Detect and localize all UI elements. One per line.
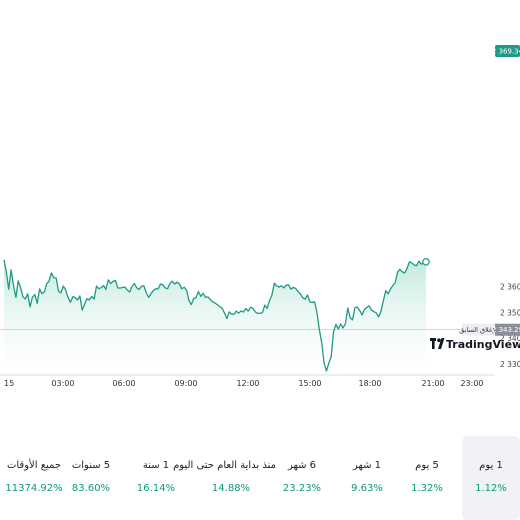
last-price-label: 2 369.34	[492, 48, 520, 56]
y-tick-label: 2 360.00	[500, 283, 520, 292]
tab-value: 14.88%	[211, 483, 251, 494]
tab-label: 5 يوم	[415, 460, 439, 471]
price-area	[4, 259, 426, 375]
x-tick-label: 15:00	[298, 379, 321, 388]
tab-label: 5 سنوات	[71, 460, 111, 471]
x-tick-label: 12:00	[236, 379, 259, 388]
tab-1y[interactable]: 1 سنة 16.14%	[127, 436, 185, 520]
prev-close-label: الإغلاق السابق	[459, 326, 498, 334]
tab-6m[interactable]: 6 شهر 23.23%	[273, 436, 331, 520]
y-tick-label: 2 350.00	[500, 308, 520, 317]
x-tick-label: 18:00	[358, 379, 381, 388]
tab-1m[interactable]: 1 شهر 9.63%	[338, 436, 396, 520]
tab-label: 1 سنة	[142, 460, 170, 471]
tab-value: 1.32%	[411, 483, 443, 494]
tab-label: منذ بداية العام حتى اليوم	[173, 460, 276, 471]
last-price-marker	[422, 257, 430, 266]
prev-close-value: 2 343.29	[492, 326, 520, 334]
tab-5y[interactable]: 5 سنوات 83.60%	[62, 436, 120, 520]
tab-value: 23.23%	[282, 483, 322, 494]
tab-value: 83.60%	[71, 483, 111, 494]
tab-value: 1.12%	[475, 483, 507, 494]
tradingview-wordmark: TradingView	[446, 338, 520, 351]
last-price-badge: 2 369.34	[492, 45, 520, 57]
y-axis: 2 330.00 2 340.00 2 350.00 2 360.00	[500, 283, 520, 369]
tradingview-logo: TradingView	[430, 338, 520, 351]
price-chart[interactable]: 2 330.00 2 340.00 2 350.00 2 360.00 15 03:00…	[0, 0, 520, 400]
x-tick-label: 15	[4, 379, 14, 388]
price-line	[3, 259, 427, 372]
x-tick-label: 21:00	[421, 379, 444, 388]
tab-label: 1 يوم	[479, 460, 503, 471]
x-tick-label: 03:00	[51, 379, 74, 388]
tab-value: 11374.92%	[5, 483, 63, 494]
x-tick-label: 09:00	[174, 379, 197, 388]
x-tick-label: 23:00	[460, 379, 483, 388]
tradingview-logo-icon	[430, 338, 445, 349]
tab-label: 6 شهر	[287, 460, 317, 471]
tab-ytd[interactable]: منذ بداية العام حتى اليوم 14.88%	[173, 436, 276, 520]
x-tick-label: 06:00	[112, 379, 135, 388]
y-tick-label: 2 340.00	[500, 334, 520, 343]
performance-tabs: 1 يوم 1.12% 5 يوم 1.32% 1 شهر 9.63% 6 شه…	[0, 436, 520, 520]
y-tick-label: 2 330.00	[500, 360, 520, 369]
tab-label: 1 شهر	[352, 460, 382, 471]
tab-value: 9.63%	[351, 483, 383, 494]
tab-1d[interactable]: 1 يوم 1.12%	[462, 436, 520, 520]
tab-value: 16.14%	[136, 483, 176, 494]
tab-all-time[interactable]: جميع الأوقات 11374.92%	[2, 436, 66, 520]
tab-label: جميع الأوقات	[6, 460, 62, 471]
tab-5d[interactable]: 5 يوم 1.32%	[398, 436, 456, 520]
x-axis: 15 03:00 06:00 09:00 12:00 15:00 18:00 21:00 23:…	[4, 379, 484, 388]
prev-close-badge: الإغلاق السابق 2 343.29	[459, 323, 520, 336]
